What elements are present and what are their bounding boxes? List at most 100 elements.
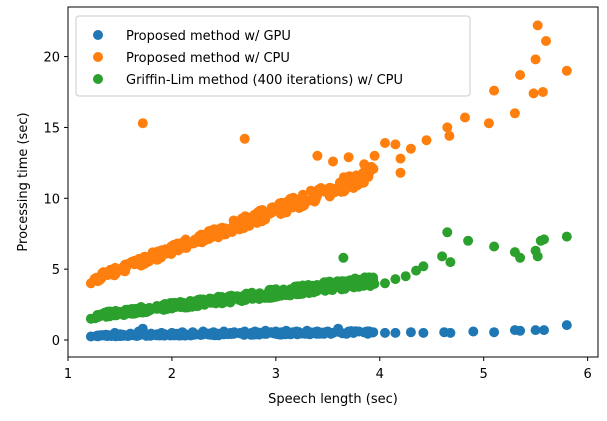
data-point-gpu	[468, 326, 479, 337]
data-point-cpu	[530, 54, 541, 65]
data-point-cpu	[328, 156, 338, 167]
data-point-cpu	[405, 143, 416, 154]
data-point-cpu	[483, 118, 494, 129]
data-point-cpu	[528, 88, 539, 99]
data-point-cpu	[134, 253, 145, 264]
data-point-cpu	[287, 200, 298, 210]
data-point-cpu	[368, 163, 379, 174]
legend-marker-griffin-lim	[93, 74, 103, 84]
data-point-griffin-lim	[418, 261, 429, 272]
data-point-gpu	[302, 325, 312, 336]
data-point-gpu	[137, 323, 148, 334]
data-point-griffin-lim	[437, 251, 448, 262]
legend-marker-cpu	[93, 52, 103, 62]
data-point-gpu	[405, 327, 416, 338]
data-point-cpu	[257, 210, 268, 221]
data-point-gpu	[146, 328, 157, 339]
data-point-gpu	[354, 326, 364, 337]
data-point-cpu	[515, 70, 526, 80]
data-point-gpu	[208, 327, 219, 338]
data-point-griffin-lim	[363, 273, 374, 284]
data-point-gpu	[187, 327, 198, 338]
data-point-cpu	[98, 267, 109, 278]
data-point-griffin-lim	[278, 284, 289, 295]
data-point-griffin-lim	[244, 290, 255, 301]
data-point-griffin-lim	[338, 252, 349, 263]
data-point-cpu	[234, 219, 245, 230]
data-point-cpu	[85, 278, 96, 289]
data-point-gpu	[312, 326, 323, 337]
y-axis: 0 5 10 15 20	[43, 51, 68, 349]
x-tick-label: 6	[583, 367, 591, 382]
data-point-gpu	[445, 327, 456, 338]
data-point-gpu	[489, 327, 500, 338]
data-point-gpu	[250, 326, 261, 337]
data-point-gpu	[125, 328, 136, 339]
data-point-griffin-lim	[350, 273, 361, 284]
data-point-gpu	[291, 326, 302, 337]
data-point-griffin-lim	[270, 284, 281, 295]
data-point-cpu	[380, 138, 390, 148]
data-point-cpu	[395, 167, 406, 178]
legend: Proposed method w/ GPU Proposed method w…	[75, 15, 471, 97]
y-tick-label: 0	[52, 334, 60, 349]
x-tick-label: 1	[64, 367, 72, 382]
data-point-griffin-lim	[442, 227, 453, 238]
data-point-cpu	[352, 177, 363, 188]
y-tick-label: 5	[52, 263, 60, 278]
data-point-cpu	[268, 202, 278, 213]
data-point-cpu	[489, 85, 500, 96]
data-point-griffin-lim	[297, 287, 308, 298]
y-axis-label: Processing time (sec)	[16, 112, 31, 251]
y-tick-label: 20	[43, 51, 60, 66]
data-point-cpu	[181, 239, 192, 249]
data-point-cpu	[137, 118, 148, 129]
data-point-gpu	[281, 325, 292, 336]
y-tick-label: 10	[43, 192, 60, 207]
data-point-gpu	[198, 326, 209, 337]
data-point-cpu	[442, 122, 453, 133]
data-point-griffin-lim	[85, 313, 96, 324]
data-point-griffin-lim	[271, 291, 282, 302]
data-point-cpu	[241, 212, 252, 222]
data-point-gpu	[343, 326, 354, 337]
x-tick-label: 5	[480, 367, 488, 382]
legend-label-griffin-lim: Griffin-Lim method (400 iterations) w/ C…	[126, 73, 403, 88]
data-point-cpu	[369, 150, 380, 161]
data-point-gpu	[166, 327, 177, 338]
data-point-griffin-lim	[144, 305, 155, 316]
data-point-cpu	[343, 152, 354, 163]
data-point-cpu	[336, 186, 347, 197]
data-point-griffin-lim	[380, 278, 390, 289]
data-point-griffin-lim	[94, 311, 105, 322]
data-point-cpu	[108, 269, 118, 280]
x-axis: 1 2 3 4 5 6	[64, 357, 592, 382]
data-point-cpu	[532, 20, 543, 31]
data-point-cpu	[390, 139, 401, 150]
data-point-griffin-lim	[532, 251, 543, 262]
data-point-gpu	[115, 329, 125, 340]
data-point-cpu	[154, 251, 165, 262]
data-point-gpu	[333, 323, 344, 334]
points-layer	[85, 20, 572, 342]
legend-box	[75, 15, 471, 97]
data-point-cpu	[294, 199, 305, 209]
data-point-cpu	[192, 236, 203, 247]
data-point-cpu	[203, 231, 213, 242]
legend-label-gpu: Proposed method w/ GPU	[126, 29, 291, 44]
data-point-griffin-lim	[337, 276, 348, 287]
data-point-cpu	[244, 220, 255, 231]
data-point-gpu	[92, 330, 103, 341]
data-point-gpu	[418, 327, 429, 338]
x-tick-label: 3	[272, 367, 280, 382]
data-point-gpu	[99, 330, 110, 340]
data-point-gpu	[515, 325, 526, 336]
data-point-gpu	[177, 327, 188, 338]
data-point-cpu	[395, 153, 406, 164]
data-point-cpu	[541, 36, 551, 46]
data-point-griffin-lim	[539, 234, 549, 245]
data-point-griffin-lim	[174, 298, 184, 309]
data-point-griffin-lim	[222, 295, 233, 306]
data-point-cpu	[537, 87, 548, 97]
